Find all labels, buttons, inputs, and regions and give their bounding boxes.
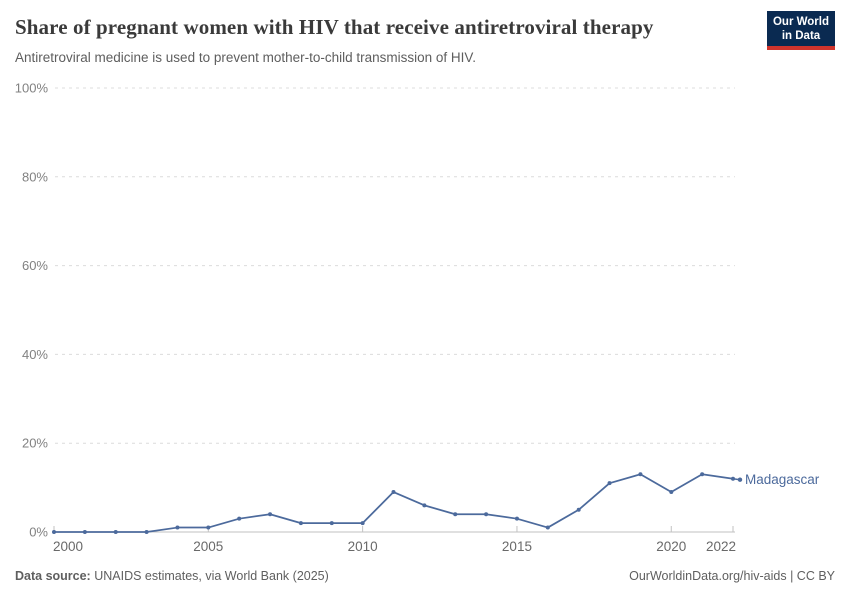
data-point <box>113 530 118 534</box>
data-point <box>298 521 303 526</box>
data-point <box>669 490 674 495</box>
x-tick-label: 2005 <box>193 539 223 554</box>
owid-logo-line2: in Data <box>781 30 821 42</box>
y-tick-label: 100% <box>15 81 49 96</box>
y-tick-label: 80% <box>22 169 48 184</box>
data-source: Data source: UNAIDS estimates, via World… <box>15 568 329 584</box>
data-point <box>175 525 180 530</box>
owid-logo: Our World in Data <box>767 11 835 50</box>
series-line <box>54 473 734 533</box>
data-point <box>268 512 273 517</box>
page-title: Share of pregnant women with HIV that re… <box>15 15 654 39</box>
x-tick-label: 2022 <box>706 539 736 554</box>
data-source-text: UNAIDS estimates, via World Bank (2025) <box>90 569 329 583</box>
x-axis: 2000 2005 2010 2015 2020 2022 <box>53 526 736 554</box>
data-point <box>638 472 643 477</box>
data-point <box>391 490 396 495</box>
data-point <box>329 521 334 526</box>
x-tick-label: 2015 <box>502 539 532 554</box>
x-tick-label: 2000 <box>53 539 83 554</box>
y-tick-label: 60% <box>22 258 48 273</box>
data-source-label: Data source: <box>15 569 91 583</box>
data-point <box>484 512 489 517</box>
data-point <box>607 481 612 486</box>
data-point <box>700 472 705 477</box>
data-point <box>144 530 149 534</box>
y-tick-label: 20% <box>22 436 48 451</box>
data-series: Madagascar <box>52 472 820 534</box>
x-tick-label: 2020 <box>656 539 686 554</box>
y-gridlines: 0% 20% 40% 60% 80% 100% <box>15 81 735 540</box>
data-point <box>422 503 427 508</box>
series-end-label: Madagascar <box>745 472 820 487</box>
data-point <box>52 530 56 534</box>
data-point <box>360 521 365 526</box>
data-point <box>237 516 242 521</box>
chart-footer: Data source: UNAIDS estimates, via World… <box>15 568 835 584</box>
x-tick-label: 2010 <box>348 539 378 554</box>
data-point <box>82 530 87 534</box>
owid-logo-line1: Our World <box>772 16 829 28</box>
end-marker <box>737 477 743 482</box>
y-tick-label: 0% <box>29 525 48 540</box>
data-point <box>576 507 581 512</box>
data-point <box>206 525 211 530</box>
data-point <box>453 512 458 517</box>
data-point <box>545 525 550 530</box>
y-tick-label: 40% <box>22 347 48 362</box>
credit-link: OurWorldinData.org/hiv-aids | CC BY <box>629 569 835 583</box>
data-point <box>514 516 519 521</box>
chart-subtitle: Antiretroviral medicine is used to preve… <box>15 50 476 65</box>
